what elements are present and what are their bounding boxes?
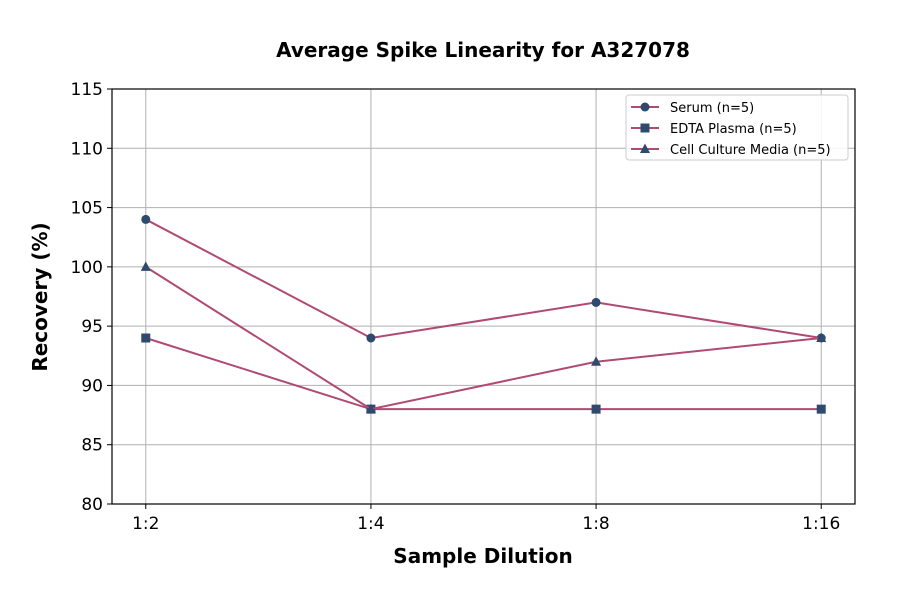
- legend-marker-triangle: [640, 143, 650, 153]
- legend-marker-square: [640, 123, 650, 133]
- series-triangle: [140, 261, 827, 414]
- y-tick-label: 105: [71, 199, 103, 219]
- data-point-triangle: [591, 356, 602, 366]
- data-point-square: [816, 404, 826, 414]
- legend: Serum (n=5) EDTA Plasma (n=5) Cell Culture…: [625, 94, 849, 161]
- y-tick-label: 80: [81, 495, 103, 515]
- x-tick-label: 1:2: [132, 514, 159, 534]
- series-line: [145, 266, 822, 411]
- x-axis-label: Sample Dilution: [393, 544, 572, 568]
- plot-frame: [111, 88, 856, 505]
- legend-marker-circle: [640, 102, 650, 112]
- y-tick-label: 115: [71, 80, 103, 100]
- x-tick-label: 1:8: [582, 514, 609, 534]
- legend-label: EDTA Plasma (n=5): [670, 122, 797, 137]
- data-point-circle: [591, 297, 601, 307]
- y-tick-label: 95: [81, 317, 103, 337]
- y-tick-label: 85: [81, 436, 103, 456]
- x-tick-label: 1:4: [357, 514, 384, 534]
- series-line: [145, 218, 822, 340]
- data-point-triangle: [365, 403, 376, 414]
- y-tick-label: 100: [71, 258, 103, 278]
- y-axis-label: Recovery (%): [28, 222, 52, 371]
- data-point-triangle: [816, 332, 827, 342]
- series-square: [141, 333, 826, 414]
- chart-title: Average Spike Linearity for A327078: [276, 38, 690, 62]
- x-tick-label: 1:16: [802, 514, 840, 534]
- data-point-circle: [366, 333, 376, 343]
- legend-label: Cell Culture Media (n=5): [670, 143, 831, 158]
- data-point-circle: [141, 214, 151, 224]
- y-tick-label: 110: [71, 139, 103, 159]
- legend-label: Serum (n=5): [670, 101, 754, 116]
- y-tick-label: 90: [81, 376, 103, 396]
- data-point-square: [591, 404, 601, 414]
- data-point-square: [141, 333, 151, 343]
- legend-box: [625, 94, 849, 161]
- series-circle: [141, 214, 826, 343]
- data-point-triangle: [140, 261, 151, 271]
- series-line: [145, 337, 822, 411]
